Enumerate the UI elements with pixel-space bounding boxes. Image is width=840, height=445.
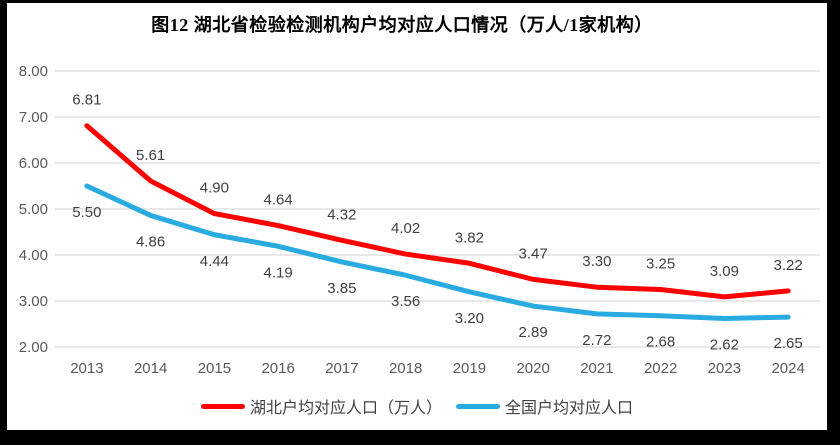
- x-axis-tick-label: 2018: [389, 360, 422, 377]
- data-label: 5.61: [136, 147, 165, 164]
- data-label: 4.02: [391, 220, 420, 237]
- chart-canvas: 图12 湖北省检验检测机构户均对应人口情况（万人/1家机构） 8.00 7.00 6…: [7, 3, 827, 430]
- data-label: 2.68: [646, 334, 675, 351]
- x-axis-tick-label: 2015: [198, 360, 231, 377]
- legend-item: 全国户均对应人口: [456, 394, 633, 418]
- y-axis-tick-label: 4.00: [19, 247, 48, 264]
- legend-label: 湖北户均对应人口（万人）: [249, 400, 442, 417]
- line-chart: 8.00 7.00 6.00 5.00 4.00 3.00 2.00 2013 2014 2015…: [19, 63, 820, 377]
- data-label: 3.20: [455, 310, 484, 327]
- data-label: 2.89: [519, 324, 548, 341]
- data-label: 3.30: [582, 253, 611, 270]
- legend-item: 湖北户均对应人口（万人）: [200, 394, 442, 418]
- y-axis-tick-label: 8.00: [19, 63, 48, 80]
- x-axis-tick-label: 2013: [70, 360, 103, 377]
- data-label: 2.62: [710, 336, 739, 353]
- data-label: 5.50: [72, 204, 101, 221]
- data-label: 2.65: [774, 335, 803, 352]
- y-axis-tick-label: 7.00: [19, 109, 48, 126]
- x-axis-tick-label: 2014: [134, 360, 167, 377]
- x-axis-tick-label: 2019: [453, 360, 486, 377]
- data-label: 4.90: [200, 180, 229, 197]
- x-axis-tick-label: 2023: [708, 360, 741, 377]
- data-label: 4.86: [136, 233, 165, 250]
- data-label: 3.82: [455, 229, 484, 246]
- y-axis-tick-label: 6.00: [19, 155, 48, 172]
- data-label: 4.64: [264, 192, 293, 209]
- data-label: 3.56: [391, 293, 420, 310]
- data-label: 2.72: [582, 332, 611, 349]
- chart-title: 图12 湖北省检验检测机构户均对应人口情况（万人/1家机构）: [151, 15, 653, 35]
- x-axis-tick-label: 2017: [325, 360, 358, 377]
- series-line-0: [84, 123, 791, 300]
- data-label: 4.19: [264, 264, 293, 281]
- legend: 湖北户均对应人口（万人） 全国户均对应人口: [7, 394, 827, 418]
- legend-swatch: [200, 403, 245, 409]
- data-label: 3.25: [646, 256, 675, 273]
- data-label: 3.85: [327, 280, 356, 297]
- legend-label: 全国户均对应人口: [505, 400, 634, 417]
- x-axis-tick-label: 2021: [580, 360, 613, 377]
- x-axis-tick-label: 2024: [771, 360, 804, 377]
- data-label: 6.81: [72, 92, 101, 109]
- data-label: 4.32: [327, 206, 356, 223]
- data-label: 4.44: [200, 253, 229, 270]
- x-axis-tick-label: 2020: [516, 360, 549, 377]
- series-line-1: [84, 183, 791, 321]
- data-label: 3.22: [774, 257, 803, 274]
- x-axis-tick-label: 2016: [261, 360, 294, 377]
- data-label: 3.09: [710, 263, 739, 280]
- y-axis-tick-label: 3.00: [19, 293, 48, 310]
- y-axis-tick-label: 5.00: [19, 201, 48, 218]
- y-axis-tick-label: 2.00: [19, 339, 48, 356]
- data-label: 3.47: [519, 245, 548, 262]
- x-axis-tick-label: 2022: [644, 360, 677, 377]
- legend-swatch: [456, 403, 500, 409]
